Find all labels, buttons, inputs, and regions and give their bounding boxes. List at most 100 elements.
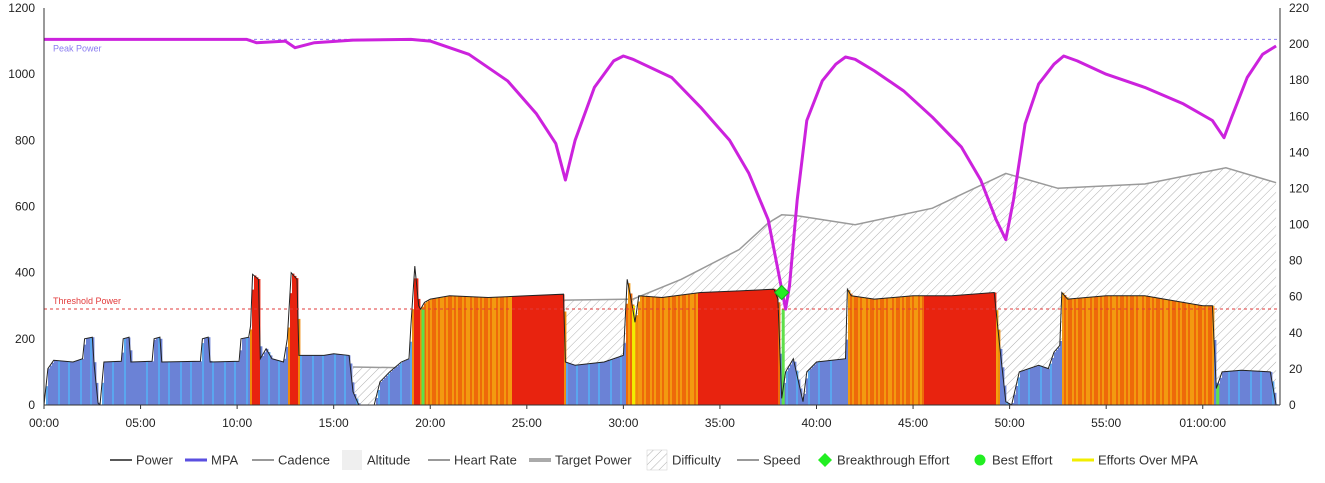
difficulty-area: [353, 167, 1277, 405]
y-right-tick-label: 160: [1289, 109, 1309, 123]
power-strip: [410, 341, 413, 405]
power-strip: [388, 373, 391, 405]
power-strip: [272, 358, 275, 405]
power-strip: [102, 382, 105, 405]
power-strip: [648, 296, 651, 405]
power-strip: [1208, 305, 1211, 405]
power-strip: [238, 361, 241, 405]
power-strip: [402, 361, 405, 405]
power-strip: [390, 371, 393, 405]
power-strip: [696, 293, 699, 405]
power-strip: [424, 303, 427, 405]
power-strip: [1238, 370, 1241, 405]
power-strip: [416, 278, 419, 405]
power-strip: [1244, 370, 1247, 405]
power-strip: [1248, 370, 1251, 405]
power-strip: [552, 294, 555, 405]
legend-item: Best Effort: [974, 453, 1053, 468]
power-strip: [48, 368, 51, 405]
power-strip: [520, 296, 523, 405]
power-strip: [90, 337, 93, 405]
power-strip: [1038, 365, 1041, 405]
power-strip: [184, 361, 187, 405]
power-strip: [376, 398, 379, 405]
power-strip: [516, 296, 519, 405]
power-strip: [928, 295, 931, 405]
x-tick-label: 05:00: [126, 416, 156, 430]
power-strip: [786, 371, 789, 405]
power-strip: [528, 295, 531, 405]
power-strip: [806, 378, 809, 405]
power-strip: [636, 315, 639, 405]
power-strip: [328, 354, 331, 405]
power-strip: [118, 361, 121, 405]
power-strip: [488, 297, 491, 405]
power-strip: [1158, 298, 1161, 405]
power-strip: [192, 361, 195, 405]
power-strip: [884, 298, 887, 405]
power-strip: [518, 296, 521, 405]
power-strip: [1058, 347, 1061, 405]
power-strip: [1080, 298, 1083, 405]
power-strip: [962, 295, 965, 405]
power-strip: [342, 354, 345, 405]
power-strip: [1270, 371, 1273, 405]
power-strip: [1090, 297, 1093, 405]
power-strip: [1134, 295, 1137, 405]
power-strip: [534, 295, 537, 405]
power-strip: [700, 292, 703, 405]
power-strip: [562, 294, 565, 405]
power-strip: [768, 289, 771, 405]
legend-label: Efforts Over MPA: [1098, 453, 1198, 468]
legend-item: MPA: [185, 453, 239, 468]
power-strip: [570, 363, 573, 405]
power-strip: [174, 361, 177, 405]
power-strip: [170, 361, 173, 405]
power-strip: [898, 297, 901, 405]
x-tick-label: 30:00: [608, 416, 638, 430]
breakthrough-effort-marker: [774, 284, 790, 301]
power-strip: [674, 295, 677, 405]
power-strip: [86, 338, 89, 405]
power-strip: [692, 293, 695, 405]
power-strip: [336, 354, 339, 405]
power-strip: [988, 293, 991, 405]
power-strip: [1072, 298, 1075, 405]
power-strip: [166, 361, 169, 405]
power-strip: [816, 362, 819, 405]
power-strip: [670, 296, 673, 405]
power-strip: [338, 354, 341, 405]
power-strip: [94, 362, 97, 405]
power-strip: [1084, 297, 1087, 405]
power-strip: [202, 343, 205, 405]
power-strip: [180, 361, 183, 405]
power-strip: [250, 329, 253, 405]
power-strip: [332, 354, 335, 405]
power-strip: [384, 377, 387, 405]
power-strip: [702, 292, 705, 405]
power-strip: [556, 294, 559, 405]
peak-power-label: Peak Power: [53, 43, 102, 53]
power-strip: [864, 297, 867, 405]
power-strip: [582, 364, 585, 405]
power-strip: [840, 359, 843, 405]
power-strip: [500, 297, 503, 405]
legend-label: Breakthrough Effort: [837, 453, 950, 468]
power-strip: [82, 358, 85, 405]
power-strip: [638, 301, 641, 405]
power-strip: [278, 360, 281, 405]
y-right-tick-label: 80: [1289, 254, 1303, 268]
power-strip: [298, 318, 301, 405]
power-strip: [900, 296, 903, 405]
power-strip: [886, 298, 889, 405]
power-strip: [682, 294, 685, 405]
power-strip: [1006, 401, 1009, 405]
power-strip: [446, 296, 449, 405]
power-strip: [404, 360, 407, 405]
power-strip: [188, 361, 191, 405]
power-strip: [858, 296, 861, 405]
power-strip: [612, 359, 615, 405]
y-left-tick-label: 200: [15, 332, 35, 346]
power-strip: [306, 355, 309, 405]
power-strip: [808, 370, 811, 405]
